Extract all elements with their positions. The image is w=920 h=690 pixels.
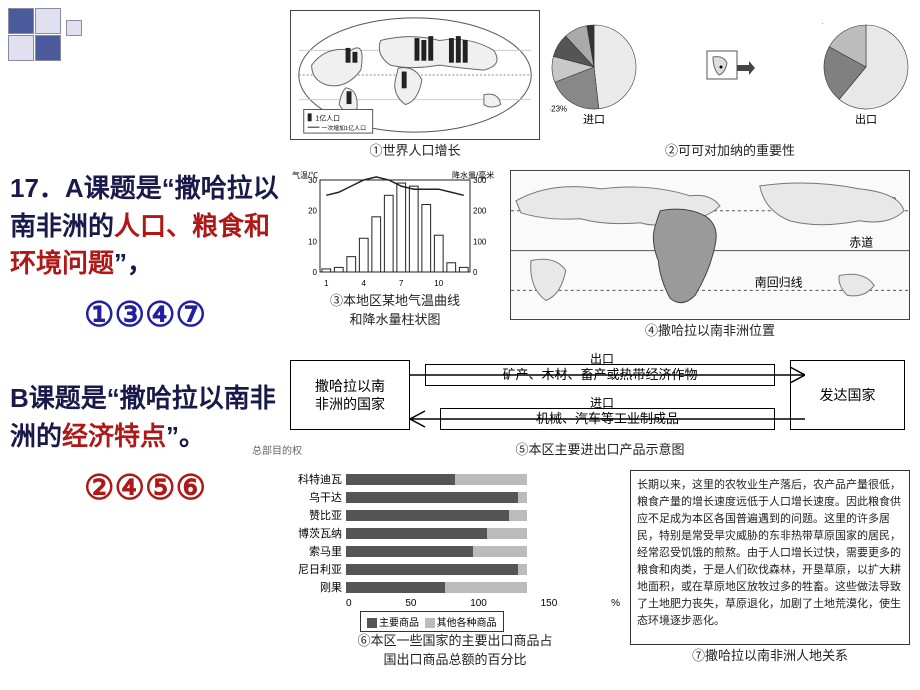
svg-text:100: 100 xyxy=(473,237,487,246)
svg-text:原材料23%: 原材料23% xyxy=(550,104,567,114)
panel-5-caption: ⑤本区主要进出口产品示意图 xyxy=(290,442,910,458)
svg-text:10: 10 xyxy=(308,237,317,246)
svg-text:其他17%: 其他17% xyxy=(822,23,840,24)
panel-6-export-bars: 科特迪瓦乌干达赞比亚博茨瓦纳索马里尼日利亚刚果050100150%主要商品 其他… xyxy=(290,470,620,667)
svg-text:赤道: 赤道 xyxy=(849,236,873,250)
svg-text:降水量/毫米: 降水量/毫米 xyxy=(452,170,494,180)
world-map: 1亿人口 一次增加1亿人口 xyxy=(290,10,540,140)
svg-text:一次增加1亿人口: 一次增加1亿人口 xyxy=(321,124,366,132)
panel-1-world-population: 1亿人口 一次增加1亿人口 ①世界人口增长 xyxy=(290,10,540,159)
bar-chart: 科特迪瓦乌干达赞比亚博茨瓦纳索马里尼日利亚刚果050100150%主要商品 其他… xyxy=(290,470,620,630)
svg-text:0: 0 xyxy=(313,268,318,277)
panel-5-trade-flow: 撒哈拉以南 非洲的国家 发达国家 出口 矿产、木材、畜产或热带经济作物 进口 机… xyxy=(290,350,910,458)
svg-text:南回归线: 南回归线 xyxy=(755,274,803,289)
panel-3-caption-2: 和降水量柱状图 xyxy=(290,312,500,328)
question-text-column: 17．A课题是“撒哈拉以南非洲的人口、粮食和环境问题”， ①③④⑦ B课题是“撒… xyxy=(10,170,280,513)
panel-4-africa-map: 北回归线 赤道 南回归线 ④撒哈拉以南非洲位置 xyxy=(510,170,910,339)
africa-location-map: 北回归线 赤道 南回归线 xyxy=(510,170,910,320)
panel-6-caption-2: 国出口商品总额的百分比 xyxy=(290,652,620,668)
panel-3-caption-1: ③本地区某地气温曲线 xyxy=(290,293,500,309)
svg-text:出口: 出口 xyxy=(855,112,877,126)
svg-text:7: 7 xyxy=(399,279,404,288)
panel-7-text: 长期以来，这里的农牧业生产落后，农产品产量很低，粮食产量的增长速度远低于人口增长… xyxy=(630,470,910,664)
panel-6-caption-1: ⑥本区一些国家的主要出口商品占 xyxy=(290,633,620,649)
pie-import: 交通设备及机械53%原材料23%食物11%化工产品10%其他10%燃料3%进口 xyxy=(550,23,638,127)
svg-text:1亿人口: 1亿人口 xyxy=(316,113,341,122)
panel-2-caption: ②可可对加纳的重要性 xyxy=(550,143,910,159)
svg-text:20: 20 xyxy=(308,207,317,216)
figures-area: 1亿人口 一次增加1亿人口 ①世界人口增长 交通设备及机械53%原材料23%食物… xyxy=(290,10,910,680)
question-a: 17．A课题是“撒哈拉以南非洲的人口、粮食和环境问题”， xyxy=(10,170,280,283)
svg-text:200: 200 xyxy=(473,207,487,216)
text-box: 长期以来，这里的农牧业生产落后，农产品产量很低，粮食产量的增长速度远低于人口增长… xyxy=(630,470,910,645)
side-note: 总部目的权 xyxy=(252,442,302,457)
panel-7-caption: ⑦撒哈拉以南非洲人地关系 xyxy=(630,648,910,664)
arrow-map-icon xyxy=(705,43,755,108)
svg-text:1: 1 xyxy=(324,279,329,288)
flow-box-africa: 撒哈拉以南 非洲的国家 xyxy=(290,360,410,430)
q-number: 17． xyxy=(10,173,65,203)
svg-text:进口: 进口 xyxy=(583,113,605,126)
svg-text:10: 10 xyxy=(434,279,443,288)
question-b: B课题是“撒哈拉以南非洲的经济特点”。 xyxy=(10,380,280,455)
panel-2-ghana-cocoa: 交通设备及机械53%原材料23%食物11%化工产品10%其他10%燃料3%进口 … xyxy=(550,10,910,159)
answer-b: ②④⑤⑥ xyxy=(10,464,280,513)
svg-text:4: 4 xyxy=(362,279,367,288)
panel-1-caption: ①世界人口增长 xyxy=(290,143,540,159)
panel-4-caption: ④撒哈拉以南非洲位置 xyxy=(510,323,910,339)
pie-export: 可可61%木材与矿物22%其他17%出口 xyxy=(822,23,910,127)
climate-chart: 01020300100200300气温/℃降水量/毫米14710 xyxy=(290,170,500,290)
flow-box-developed: 发达国家 xyxy=(790,360,905,430)
svg-text:气温/℃: 气温/℃ xyxy=(292,170,318,180)
svg-text:0: 0 xyxy=(473,268,478,277)
answer-a: ①③④⑦ xyxy=(10,291,280,340)
panel-3-climate: 01020300100200300气温/℃降水量/毫米14710 ③本地区某地气… xyxy=(290,170,500,327)
